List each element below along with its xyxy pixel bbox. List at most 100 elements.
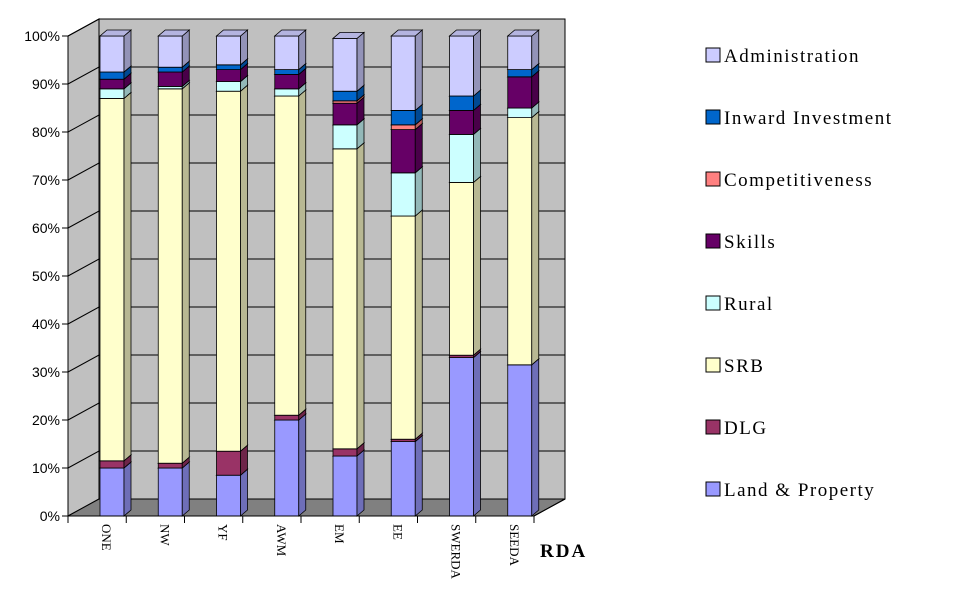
bar-top [98,29,133,37]
axes [62,35,566,523]
bar-segment [331,449,366,517]
bar-front [332,124,358,150]
bar-segment [331,117,366,150]
y-tick-label: 10% [32,460,60,476]
bar-top [506,29,540,37]
bar-side [123,91,132,462]
x-category-label: NW [157,524,172,546]
bar-front [507,117,533,366]
bar-side [473,29,481,97]
bar-front [332,38,358,92]
x-category-label: SEEDA [507,524,522,567]
bar-front [274,74,300,90]
bar-stack-one [98,29,133,517]
legend-swatch [705,295,721,311]
bar-front [390,129,416,174]
legend-swatch [705,419,721,435]
y-tick-label: 100% [24,28,60,44]
legend-item: Land & Property [705,480,875,501]
y-tick-label: 60% [32,220,60,236]
bar-stack-ee [390,29,424,517]
bar-side [414,434,423,517]
bar-side [123,461,132,517]
bar-stack-seeda [506,29,540,517]
bar-front [507,107,533,119]
bar-front [449,133,474,183]
bar-front [390,110,416,126]
legend-label: Land & Property [724,480,875,501]
legend-label: DLG [724,418,768,439]
bar-segment [390,209,424,441]
bar-segment [506,29,540,71]
bar-front [274,88,300,97]
bar-side [298,29,307,71]
bar-front [99,98,125,462]
bar-front [216,35,241,66]
bar-side [473,175,481,357]
bar-front [216,81,241,92]
bar-front [390,124,416,131]
floor [67,498,566,517]
bar-segment [390,165,424,217]
y-tick-label: 20% [32,412,60,428]
y-tick-label: 80% [32,124,60,140]
bar-segment [331,141,366,450]
bar-side [414,122,423,174]
bar-front [390,441,416,517]
x-category-label: EM [332,524,347,544]
legend-swatch [705,233,721,249]
bar-front [99,460,125,469]
bar-segment [390,122,424,174]
bar-front [216,450,241,476]
x-category-label: AWM [274,524,289,557]
bar-stack-em [331,31,366,517]
bar-side [356,449,365,517]
x-category-label: ONE [99,524,114,551]
bar-segment [273,413,307,517]
bar-front [449,35,474,97]
x-category-label: YF [216,524,231,541]
bar-side [531,110,540,366]
y-tick-label: 30% [32,364,60,380]
y-tick-label: 90% [32,76,60,92]
legend-label: Competitiveness [724,170,873,191]
legend-label: SRB [724,356,764,377]
bar-front [449,110,474,135]
legend-item: Skills [705,232,775,253]
bar-side [240,84,248,453]
bar-front [99,467,125,517]
bar-segment [98,461,133,517]
bar-segment [157,81,191,465]
bar-segment [506,357,540,517]
bar-side [181,81,190,465]
legend-label: Administration [724,46,860,67]
bar-front [390,172,416,217]
bar-front [507,69,533,78]
bar-side [123,29,132,73]
bar-front [274,35,300,70]
bar-segment [448,127,482,184]
bar-front [390,35,416,111]
bar-side [240,468,248,517]
bar-segment [98,91,133,462]
bar-segment [215,29,249,66]
bar-segment [215,468,249,517]
bar-top [390,29,424,37]
bar-side [298,413,307,517]
bar-side [356,141,365,450]
bar-segment [506,110,540,366]
x-axis-end [533,498,566,517]
bar-front [449,357,474,517]
chart-walls [67,18,566,517]
legend-label: Rural [724,294,774,315]
legend-swatch [705,109,721,125]
bar-front [157,35,183,68]
legend-swatch [705,357,721,373]
bar-front [216,69,241,82]
bar-front [216,64,241,71]
y-tick-label: 40% [32,316,60,332]
bar-front [157,71,183,87]
bar-front [449,95,474,111]
legend-item: SRB [705,356,764,377]
legend: Administration Inward Investment Competiti… [705,46,891,501]
